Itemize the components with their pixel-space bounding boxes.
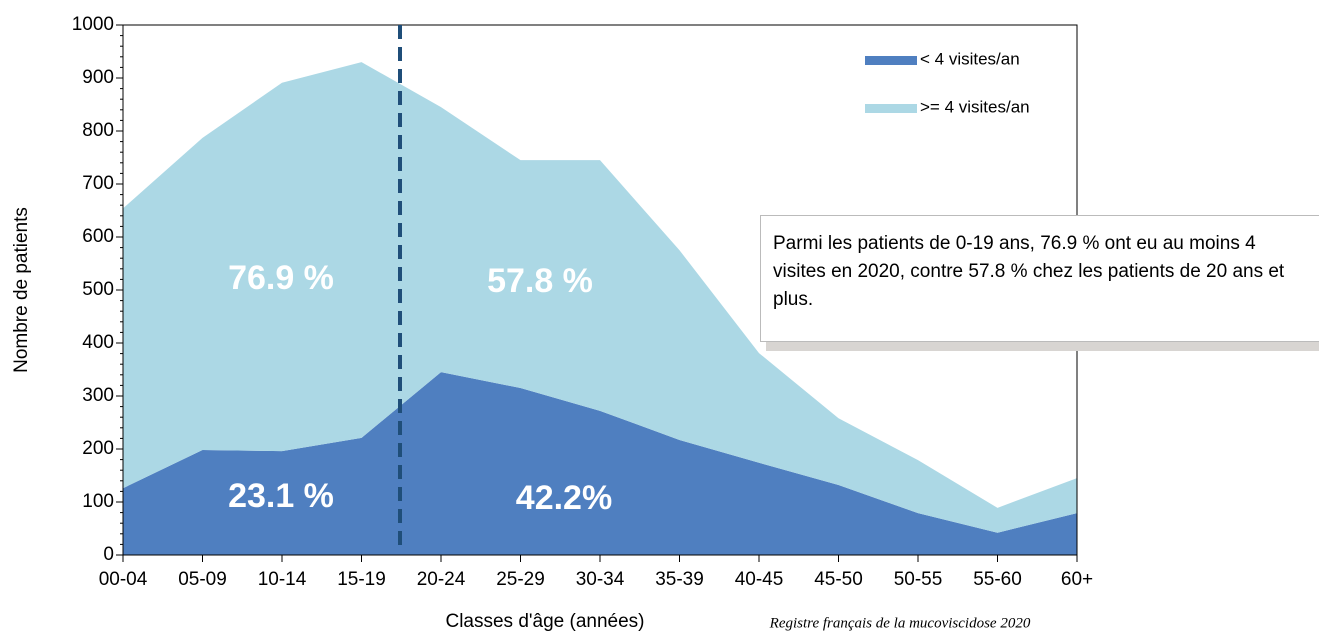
legend-swatch [865,104,917,113]
x-tick-label: 45-50 [814,569,863,590]
note-shadow [766,342,1319,351]
area [123,62,1077,533]
y-tick-label: 1000 [72,14,114,35]
y-tick-label: 0 [103,544,114,565]
y-tick-label: 300 [82,385,114,406]
plot [123,62,1077,555]
x-tick-label: 55-60 [973,569,1022,590]
x-axis-title: Classes d'âge (années) [445,611,644,632]
x-tick-label: 60+ [1061,569,1093,590]
area-annotation: 42.2% [516,479,612,517]
x-tick-label: 00-04 [99,569,148,590]
x-tick-label: 25-29 [496,569,545,590]
y-axis-title: Nombre de patients [11,207,32,373]
source: Registre français de la mucoviscidose 20… [769,615,1031,631]
legend-label: < 4 visites/an [920,49,1020,68]
y-tick-label: 700 [82,173,114,194]
x-tick-label: 15-19 [337,569,386,590]
y-tick-label: 800 [82,120,114,141]
area-annotation: 76.9 % [228,259,334,297]
y-tick-label: 100 [82,491,114,512]
x-tick-label: 50-55 [894,569,943,590]
y-tick-label: 600 [82,226,114,247]
y-tick-label: 900 [82,67,114,88]
x-tick-label: 40-45 [735,569,784,590]
legend-label: >= 4 visites/an [920,97,1030,116]
area-annotation: 57.8 % [487,262,593,300]
x-tick-label: 30-34 [576,569,625,590]
x-tick-label: 05-09 [178,569,227,590]
y-tick-label: 500 [82,279,114,300]
legend-swatch [865,56,917,65]
y-tick-label: 200 [82,438,114,459]
x-tick-label: 20-24 [417,569,466,590]
area [123,372,1077,555]
note-box: Parmi les patients de 0-19 ans, 76.9 % o… [760,215,1319,342]
y-tick-label: 400 [82,332,114,353]
x-tick-label: 35-39 [655,569,704,590]
x-tick-label: 10-14 [258,569,307,590]
area-annotation: 23.1 % [228,477,334,515]
